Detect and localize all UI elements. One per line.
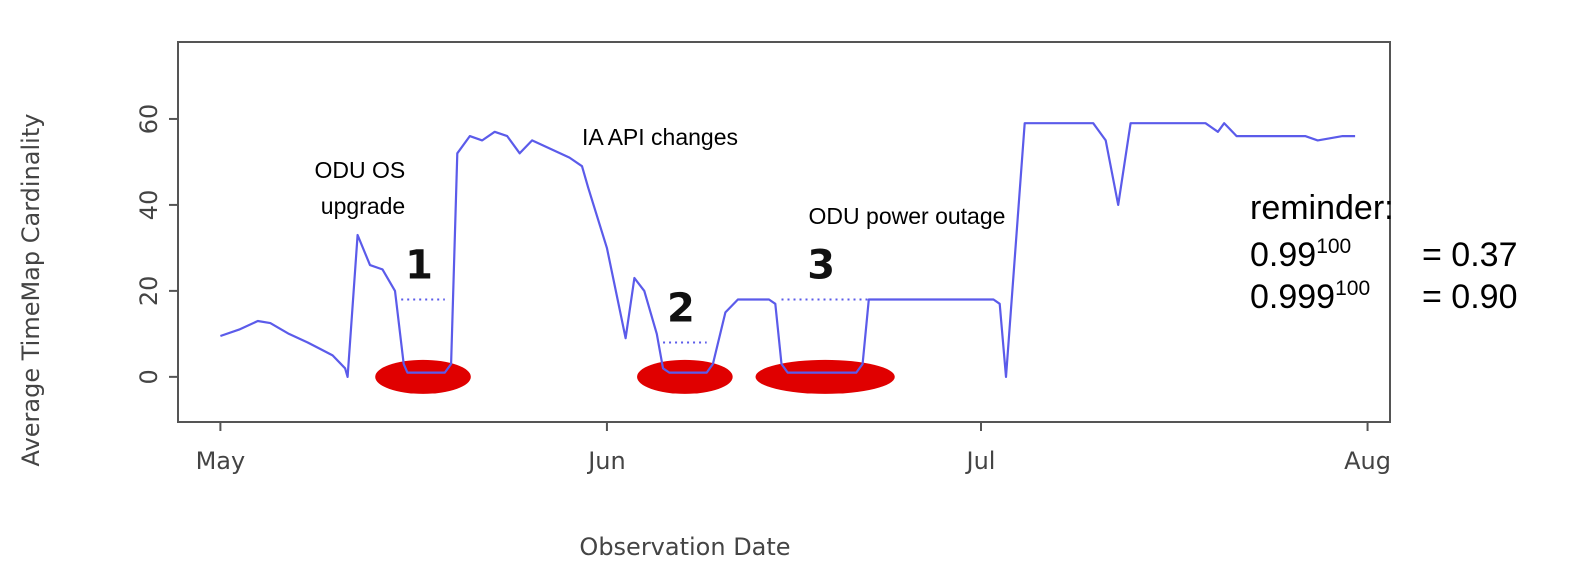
y-tick-label: 20 [135,276,163,307]
reminder-line: 0.999100 [1250,277,1370,316]
plot-frame [177,41,1391,423]
annotation-text: ODU power outage [809,203,1006,229]
y-tick-label: 60 [135,104,163,135]
annotation-line: upgrade [321,193,405,219]
reminder-exponent: 100 [1316,235,1351,258]
reminder-result: = 0.90 [1422,278,1517,316]
y-axis-label: Average TimeMap Cardinality [17,114,45,467]
annotation-number: 1 [405,242,433,288]
highlight [755,359,895,394]
x-tick-label: Aug [1344,447,1391,475]
y-tick-label: 0 [135,369,163,384]
reminder-title: reminder: [1250,189,1394,227]
annotation-line: ODU OS [314,157,405,183]
x-tick-label: Jun [586,447,626,475]
annotation-text: IA API changes [582,124,738,150]
reminder-exponent: 100 [1335,277,1370,300]
annotation-number: 3 [807,242,835,288]
x-tick-label: May [196,447,246,475]
reminder-base: 0.99 [1250,236,1316,274]
y-tick-label: 40 [135,190,163,221]
x-axis-label: Observation Date [579,533,790,561]
highlight [637,359,733,394]
data-line [220,122,1356,378]
reminder-line: 0.99100 [1250,235,1351,274]
annotation-text: ODU OS upgrade [314,157,411,219]
reminder: reminder: 0.99100 = 0.370.999100 = 0.90 [1250,189,1517,316]
annotation-number: 2 [667,285,695,331]
reminder-result: = 0.37 [1422,236,1517,274]
highlight [375,359,471,394]
x-tick-label: Jul [965,447,996,475]
reminder-base: 0.999 [1250,278,1335,316]
